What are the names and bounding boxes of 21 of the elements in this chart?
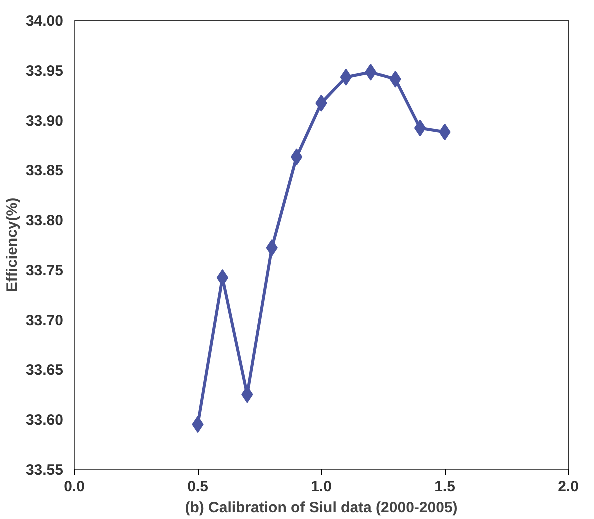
y-tick-label: 33.70 xyxy=(26,312,64,330)
y-tick-label: 33.80 xyxy=(26,212,64,230)
y-tick-label: 33.85 xyxy=(26,162,64,180)
point xyxy=(340,68,352,86)
x-tick-label: 0.0 xyxy=(64,478,85,496)
y-tick-label: 33.75 xyxy=(26,262,64,280)
y-tick-label: 33.90 xyxy=(26,112,64,130)
x-tick-label: 1.5 xyxy=(434,478,456,496)
y-tick-label: 34.00 xyxy=(26,13,64,30)
y-tick-label: 33.95 xyxy=(26,62,64,80)
point xyxy=(414,120,426,137)
y-tick-label: 33.65 xyxy=(26,362,64,380)
point xyxy=(216,269,229,286)
y-tick-label: 33.55 xyxy=(26,462,64,479)
y-axis-title: Efficiency(%) xyxy=(4,198,21,292)
x-tick-label: 1.0 xyxy=(311,478,332,496)
y-tick-label: 33.60 xyxy=(26,412,64,430)
x-axis-title: (b) Calibration of Siul data (2000-2005) xyxy=(185,500,458,516)
point xyxy=(290,148,303,166)
x-tick-label: 2.0 xyxy=(558,478,579,496)
x-tick-label: 0.5 xyxy=(188,478,208,496)
